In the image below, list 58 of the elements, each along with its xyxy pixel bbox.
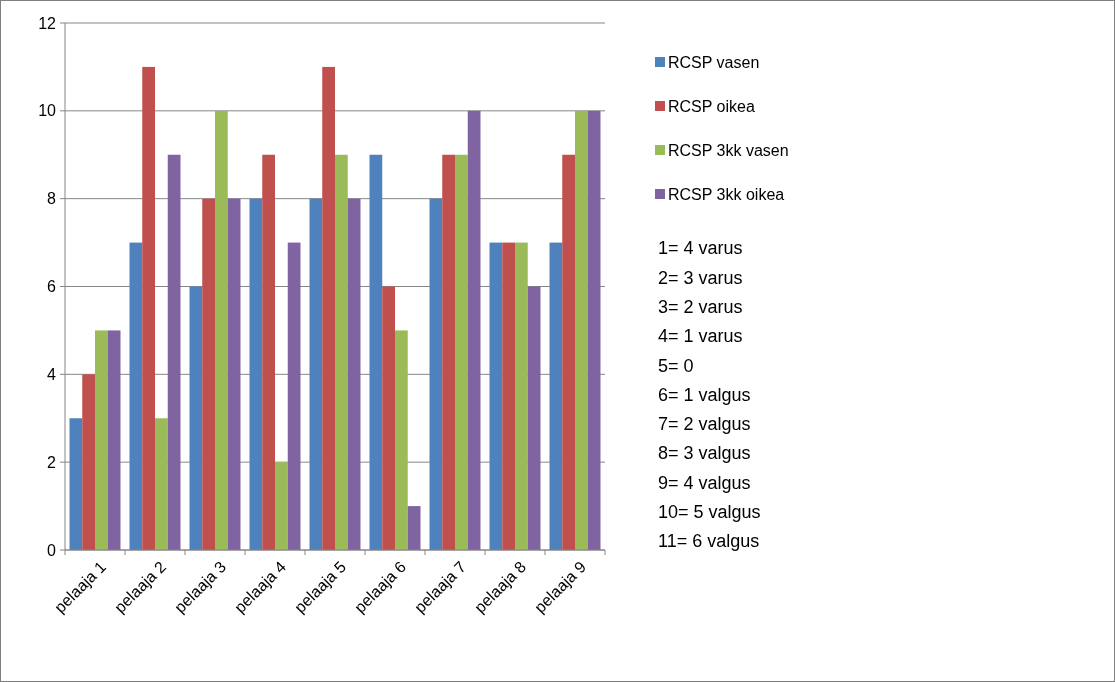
bar [142,66,155,550]
text: 11= 6 valgus [658,531,760,552]
legend-label: RCSP 3kk vasen [668,141,789,159]
bar [167,154,181,550]
bar [309,198,323,550]
bar [395,330,408,550]
bar [369,154,383,550]
y-tick-label: 12 [38,14,57,32]
text: 1= 4 varus [658,238,743,259]
text: 3= 2 varus [658,296,743,317]
bar [249,198,263,550]
text: 10= 5 valgus [658,502,761,522]
bar [95,330,108,550]
bar [275,462,288,550]
bar [189,286,203,550]
text: 5= 0 [658,355,694,376]
bar [82,374,95,550]
y-tick-label: 10 [38,102,57,120]
legend-label: RCSP oikea [668,97,755,115]
bar [587,110,601,550]
text: 8= 3 valgus [658,443,751,464]
bar [455,154,468,550]
bar [322,66,335,550]
bar [202,198,215,550]
text: 6= 1 valgus [658,384,751,405]
y-tick-label: 4 [47,365,57,383]
y-tick-label: 6 [47,278,57,296]
text: 2= 3 varus [658,267,743,288]
bar [575,110,588,550]
text: 9= 4 valgus [658,472,751,493]
bar [382,286,395,550]
bar [407,506,421,550]
bar [69,418,83,550]
y-tick-label: 2 [47,453,57,471]
bar [467,110,481,550]
bar [429,198,443,550]
bar [549,242,563,550]
y-tick-label: 8 [47,190,57,208]
bar [335,154,348,550]
text: 4= 1 varus [658,326,743,347]
legend-label: RCSP vasen [668,53,760,71]
bar [107,330,121,550]
text: 7= 2 valgus [658,414,751,435]
bar [515,242,528,550]
bar [347,198,361,550]
bar [129,242,143,550]
bar [215,110,228,550]
bar [227,198,241,550]
bar [527,286,541,550]
y-tick-label: 0 [47,541,57,559]
bar [502,242,515,550]
bar [562,154,575,550]
bar [155,418,168,550]
bar [489,242,503,550]
bar [442,154,455,550]
bar [262,154,275,550]
legend-label: RCSP 3kk oikea [668,185,785,203]
bar [287,242,301,550]
